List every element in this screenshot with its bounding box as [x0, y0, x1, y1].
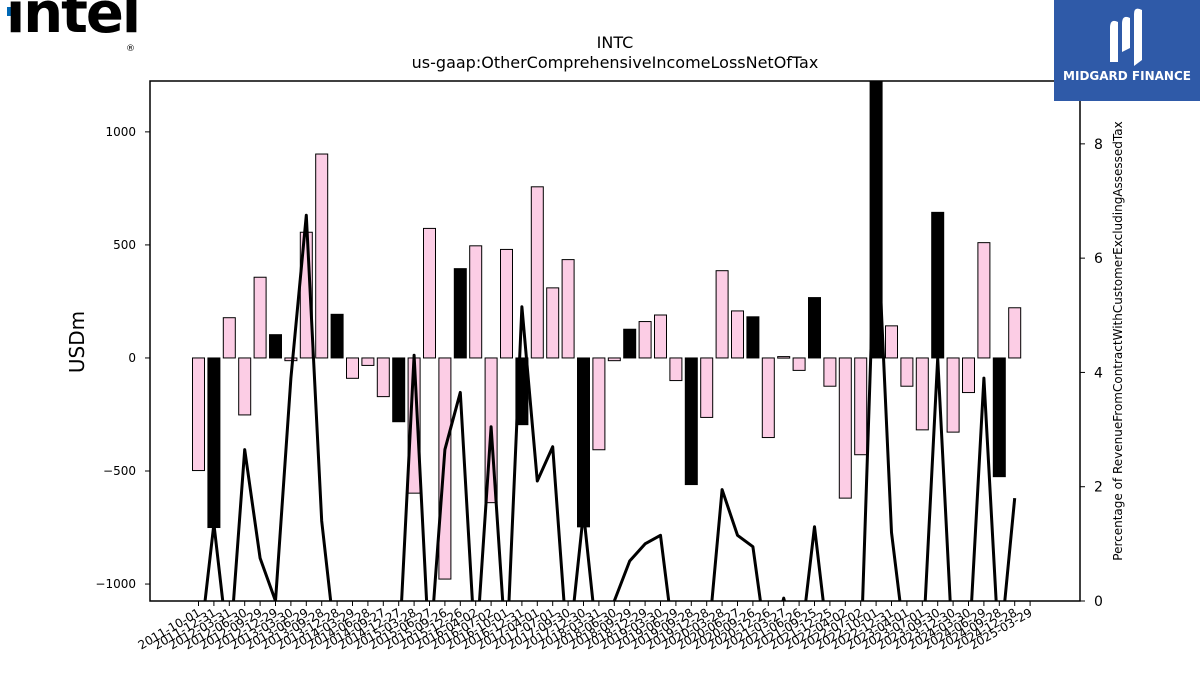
bar	[453, 268, 467, 359]
y-tick-label: −500	[103, 464, 136, 478]
bar	[731, 310, 744, 359]
bar	[192, 357, 205, 472]
bar	[792, 357, 806, 371]
y-tick-label: 0	[128, 351, 136, 365]
y2-ticks-group: 0 2 4 6 8	[1080, 137, 1103, 610]
y-tick-label: −1000	[95, 577, 136, 591]
bar	[977, 242, 991, 359]
intel-logo-text: intel	[6, 0, 141, 46]
series-line	[203, 193, 1017, 601]
midgard-logo-text: MIDGARD FINANCE	[1063, 69, 1191, 83]
intel-logo-dot	[7, 7, 16, 16]
bar	[684, 357, 698, 486]
bar	[885, 325, 898, 359]
y2-tick-label: 6	[1094, 251, 1103, 267]
bar	[530, 186, 544, 359]
bar	[469, 245, 483, 359]
bar	[700, 357, 714, 418]
y-axis-label: USDm	[65, 311, 89, 373]
bar	[330, 313, 344, 359]
bar	[654, 314, 667, 359]
chart-subtitle: us-gaap:OtherComprehensiveIncomeLossNetO…	[412, 53, 819, 72]
line-group	[203, 193, 1017, 601]
bar	[423, 227, 436, 359]
bar	[222, 317, 236, 359]
bar	[376, 357, 390, 398]
plot-frame	[149, 80, 1081, 602]
bars-group	[192, 80, 1022, 580]
bar	[284, 357, 298, 362]
bar	[808, 297, 821, 359]
bar	[500, 248, 513, 359]
bar	[715, 270, 729, 359]
intel-logo-registered: ®	[126, 44, 135, 54]
bar	[900, 357, 914, 387]
y2-axis-label: Percentage of RevenueFromContractWithCus…	[1111, 121, 1125, 560]
midgard-finance-logo: MIDGARD FINANCE	[1054, 0, 1200, 101]
bar	[761, 357, 775, 439]
y2-tick-label: 4	[1094, 365, 1103, 381]
bar	[931, 211, 945, 359]
midgard-emblem-icon	[1110, 8, 1142, 66]
bar	[777, 356, 791, 359]
bar	[915, 357, 929, 431]
bar	[269, 334, 282, 359]
x-ticks-group: 2011-10-012011-12-312012-03-312012-06-30…	[136, 601, 1035, 652]
bar	[607, 357, 621, 362]
bar	[577, 357, 590, 528]
bar	[561, 259, 575, 359]
bar	[669, 357, 683, 382]
chart-title: INTC	[597, 33, 634, 52]
bar	[1008, 307, 1022, 359]
y-tick-label: 500	[113, 238, 136, 252]
bar	[238, 357, 252, 416]
bar	[346, 357, 359, 379]
bar	[392, 357, 406, 423]
y2-tick-label: 0	[1094, 594, 1103, 610]
bar	[992, 357, 1006, 478]
bar	[823, 357, 837, 387]
y-ticks-group: −1000 −500 0 500 1000	[95, 125, 150, 591]
bar	[638, 321, 652, 359]
bar	[623, 328, 637, 359]
y-tick-label: 1000	[105, 125, 136, 139]
bar	[838, 357, 852, 499]
bar	[546, 287, 560, 359]
bar	[746, 316, 760, 359]
bar	[361, 357, 375, 366]
bar	[946, 357, 960, 433]
bar	[315, 153, 329, 359]
bar	[592, 357, 606, 451]
y2-tick-label: 8	[1094, 137, 1103, 153]
bar	[854, 357, 868, 456]
y2-tick-label: 2	[1094, 480, 1103, 496]
bar	[253, 276, 267, 359]
intel-logo: intel ®	[4, 0, 141, 60]
bar	[207, 357, 221, 529]
bar	[962, 357, 975, 394]
